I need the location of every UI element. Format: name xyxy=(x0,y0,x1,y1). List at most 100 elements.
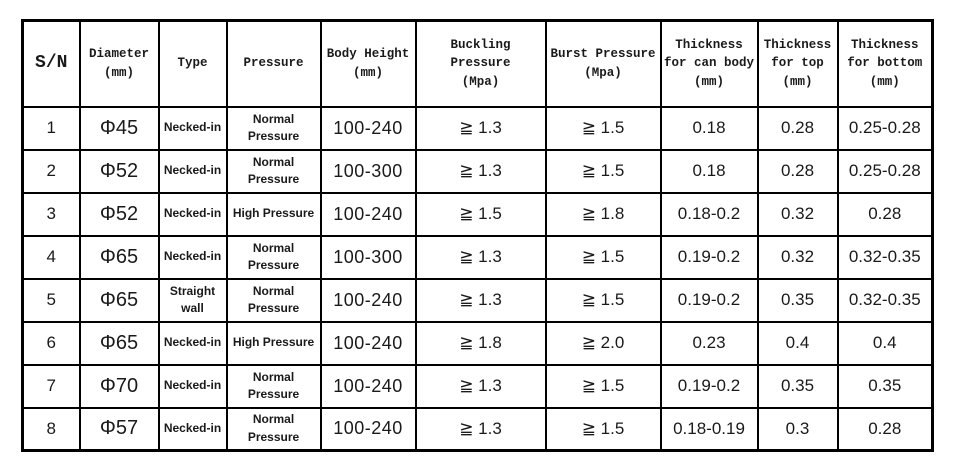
cell-thickness-bottom: 0.25-0.28 xyxy=(836,148,934,194)
cell-sn: 1 xyxy=(21,105,81,151)
cell-burst-pressure: ≧ 1.8 xyxy=(544,191,662,237)
cell-buckling-pressure: ≧ 1.3 xyxy=(414,105,547,151)
cell-pressure: High Pressure xyxy=(225,320,322,366)
cell-burst-pressure: ≧ 1.5 xyxy=(544,363,662,409)
cell-sn: 7 xyxy=(21,363,81,409)
cell-burst-pressure: ≧ 1.5 xyxy=(544,406,662,452)
cell-burst-pressure: ≧ 1.5 xyxy=(544,277,662,323)
header-row: S/N Diameter (mm) Type Pressure Body Heig… xyxy=(21,19,934,108)
header-label: Diameter xyxy=(88,47,149,61)
cell-thickness-top: 0.35 xyxy=(756,363,839,409)
table-row: 2 Φ52 Necked-in Normal Pressure 100-300 … xyxy=(21,148,934,194)
cell-pressure: Normal Pressure xyxy=(225,148,322,194)
table-row: 3 Φ52 Necked-in High Pressure 100-240 ≧ … xyxy=(21,191,934,237)
cell-diameter: Φ65 xyxy=(78,320,160,366)
cell-thickness-top: 0.28 xyxy=(756,105,839,151)
cell-type: Necked-in xyxy=(157,234,228,280)
cell-pressure: Normal Pressure xyxy=(225,105,322,151)
cell-pressure: High Pressure xyxy=(225,191,322,237)
table-row: 7 Φ70 Necked-in Normal Pressure 100-240 … xyxy=(21,363,934,409)
cell-sn: 8 xyxy=(21,406,81,452)
header-label: Body Height xyxy=(326,47,410,61)
cell-sn: 4 xyxy=(21,234,81,280)
cell-buckling-pressure: ≧ 1.3 xyxy=(414,277,547,323)
cell-body-height: 100-240 xyxy=(319,191,417,237)
spec-table: S/N Diameter (mm) Type Pressure Body Heig… xyxy=(21,19,934,452)
cell-thickness-body: 0.18 xyxy=(659,148,759,194)
cell-buckling-pressure: ≧ 1.3 xyxy=(414,406,547,452)
cell-body-height: 100-240 xyxy=(319,277,417,323)
cell-pressure: Normal Pressure xyxy=(225,234,322,280)
header-unit: (Mpa) xyxy=(461,75,500,90)
cell-diameter: Φ45 xyxy=(78,105,160,151)
cell-thickness-bottom: 0.25-0.28 xyxy=(836,105,934,151)
header-unit: (mm) xyxy=(103,65,134,80)
cell-diameter: Φ52 xyxy=(78,148,160,194)
cell-burst-pressure: ≧ 1.5 xyxy=(544,234,662,280)
header-label: Pressure xyxy=(243,56,304,71)
cell-thickness-top: 0.3 xyxy=(756,406,839,452)
cell-type: Necked-in xyxy=(157,105,228,151)
col-header-thickness-top: Thickness for top (mm) xyxy=(756,19,839,108)
cell-thickness-top: 0.4 xyxy=(756,320,839,366)
cell-thickness-top: 0.32 xyxy=(756,234,839,280)
cell-buckling-pressure: ≧ 1.5 xyxy=(414,191,547,237)
cell-thickness-body: 0.18 xyxy=(659,105,759,151)
table-row: 4 Φ65 Necked-in Normal Pressure 100-300 … xyxy=(21,234,934,280)
cell-type: Necked-in xyxy=(157,148,228,194)
header-label: Buckling Pressure xyxy=(450,37,511,71)
cell-body-height: 100-240 xyxy=(319,406,417,452)
header-label: Burst Pressure xyxy=(550,47,656,61)
cell-pressure: Normal Pressure xyxy=(225,363,322,409)
cell-sn: 3 xyxy=(21,191,81,237)
cell-thickness-bottom: 0.32-0.35 xyxy=(836,277,934,323)
cell-type: Necked-in xyxy=(157,406,228,452)
cell-sn: 6 xyxy=(21,320,81,366)
header-label: Thickness for can body xyxy=(663,37,754,71)
header-unit: (mm) xyxy=(352,65,383,80)
cell-thickness-bottom: 0.35 xyxy=(836,363,934,409)
cell-thickness-top: 0.28 xyxy=(756,148,839,194)
cell-thickness-body: 0.23 xyxy=(659,320,759,366)
cell-buckling-pressure: ≧ 1.8 xyxy=(414,320,547,366)
cell-body-height: 100-240 xyxy=(319,105,417,151)
cell-thickness-bottom: 0.28 xyxy=(836,406,934,452)
cell-buckling-pressure: ≧ 1.3 xyxy=(414,363,547,409)
cell-buckling-pressure: ≧ 1.3 xyxy=(414,148,547,194)
cell-pressure: Normal Pressure xyxy=(225,277,322,323)
col-header-body-height: Body Height (mm) xyxy=(319,19,417,108)
header-label: Thickness for bottom xyxy=(847,37,923,71)
cell-sn: 2 xyxy=(21,148,81,194)
col-header-thickness-bottom: Thickness for bottom (mm) xyxy=(836,19,934,108)
cell-body-height: 100-240 xyxy=(319,363,417,409)
cell-thickness-body: 0.18-0.19 xyxy=(659,406,759,452)
cell-burst-pressure: ≧ 1.5 xyxy=(544,105,662,151)
header-unit: (mm) xyxy=(693,75,724,90)
table-row: 1 Φ45 Necked-in Normal Pressure 100-240 … xyxy=(21,105,934,151)
cell-thickness-top: 0.35 xyxy=(756,277,839,323)
table-row: 5 Φ65 Straight wall Normal Pressure 100-… xyxy=(21,277,934,323)
cell-burst-pressure: ≧ 1.5 xyxy=(544,148,662,194)
cell-body-height: 100-300 xyxy=(319,234,417,280)
header-unit: (Mpa) xyxy=(584,65,622,80)
cell-thickness-body: 0.19-0.2 xyxy=(659,277,759,323)
header-label: Thickness for top xyxy=(763,37,832,71)
col-header-pressure: Pressure xyxy=(225,19,322,108)
cell-diameter: Φ52 xyxy=(78,191,160,237)
cell-sn: 5 xyxy=(21,277,81,323)
cell-type: Necked-in xyxy=(157,191,228,237)
cell-type: Necked-in xyxy=(157,363,228,409)
header-label: S/N xyxy=(35,53,68,74)
table-row: 8 Φ57 Necked-in Normal Pressure 100-240 … xyxy=(21,406,934,452)
col-header-thickness-body: Thickness for can body (mm) xyxy=(659,19,759,108)
cell-buckling-pressure: ≧ 1.3 xyxy=(414,234,547,280)
header-unit: (mm) xyxy=(869,75,900,90)
cell-thickness-body: 0.18-0.2 xyxy=(659,191,759,237)
table-row: 6 Φ65 Necked-in High Pressure 100-240 ≧ … xyxy=(21,320,934,366)
cell-thickness-bottom: 0.28 xyxy=(836,191,934,237)
col-header-buckling-pressure: Buckling Pressure (Mpa) xyxy=(414,19,547,108)
cell-diameter: Φ65 xyxy=(78,234,160,280)
cell-pressure: Normal Pressure xyxy=(225,406,322,452)
col-header-sn: S/N xyxy=(21,19,81,108)
